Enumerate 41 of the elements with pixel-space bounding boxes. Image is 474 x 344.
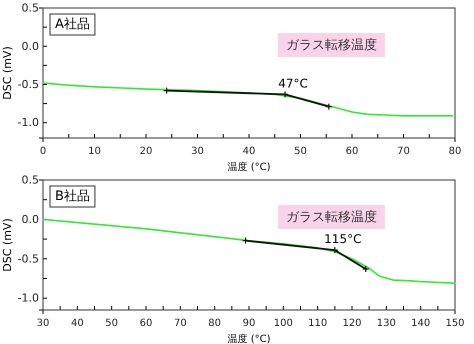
x-tick-label: 20 xyxy=(140,146,152,157)
x-tick-label: 30 xyxy=(191,146,204,157)
x-tick-label: 80 xyxy=(448,146,462,157)
x-tick-label: 0 xyxy=(40,146,46,157)
x-tick-label: 40 xyxy=(70,318,84,329)
y-tick-label: -0.5 xyxy=(18,78,39,91)
x-tick-label: 130 xyxy=(376,318,396,329)
text: B社品 xyxy=(55,189,90,204)
x-axis-title: 温度 (°C) xyxy=(228,161,271,173)
x-tick-label: 50 xyxy=(105,318,118,329)
x-tick-label: 100 xyxy=(274,318,293,329)
y-tick-label: 0.0 xyxy=(22,40,39,53)
x-tick-label: 120 xyxy=(342,318,362,329)
y-tick-label: -1.0 xyxy=(18,292,39,305)
y-tick-label: -1.0 xyxy=(18,116,39,130)
x-tick-label: 150 xyxy=(445,318,465,329)
x-tick-label: 50 xyxy=(294,146,307,157)
annotation: ガラス転移温度 xyxy=(286,209,377,225)
annotation: ガラス転移温度 xyxy=(286,37,377,53)
x-tick-label: 140 xyxy=(411,318,430,329)
x-tick-label: 70 xyxy=(174,318,187,329)
annotation: 115°C xyxy=(324,232,362,246)
text: A社品 xyxy=(55,17,90,32)
x-tick-label: 90 xyxy=(242,318,256,329)
point xyxy=(331,246,338,254)
x-tick-label: 10 xyxy=(88,146,101,157)
y-tick-label: 0.5 xyxy=(22,2,39,15)
x-tick-label: 40 xyxy=(242,146,256,157)
x-tick-label: 70 xyxy=(397,146,410,157)
x-tick-label: 60 xyxy=(140,318,152,329)
y-tick-label: 0.0 xyxy=(22,212,39,226)
x-tick-label: 110 xyxy=(308,318,328,329)
x-tick-label: 80 xyxy=(208,318,222,329)
x-tick-label: 30 xyxy=(36,318,50,329)
y-axis-title: DSC (mV) xyxy=(1,218,14,272)
annotation: 47°C xyxy=(278,76,308,90)
y-tick-label: -0.5 xyxy=(18,252,39,266)
y-axis-title: DSC (mV) xyxy=(1,46,14,100)
y-tick-label: 0.5 xyxy=(22,174,39,187)
x-axis-title: 温度 (°C) xyxy=(228,333,271,344)
x-tick-label: 60 xyxy=(346,146,358,157)
